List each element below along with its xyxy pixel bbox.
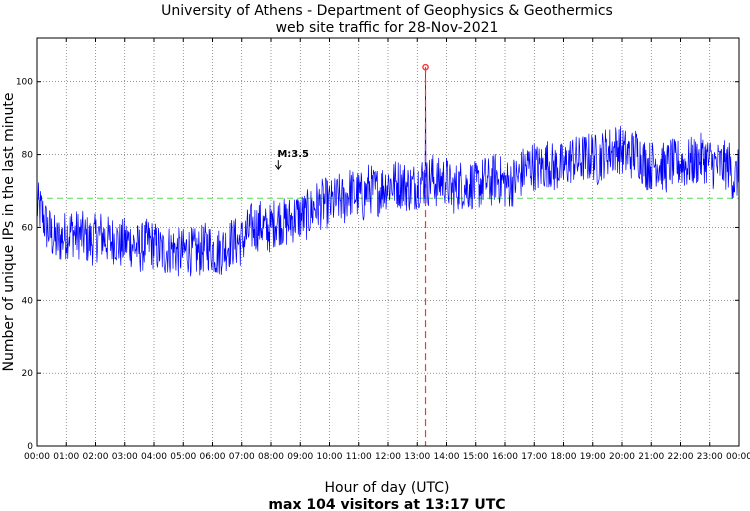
x-tick-label: 09:00: [287, 452, 313, 462]
series-line: [36, 67, 740, 277]
x-tick-label: 18:00: [551, 452, 577, 462]
y-tick-label: 100: [16, 78, 33, 88]
y-tick-label: 0: [27, 442, 33, 452]
grid-layer: [37, 38, 739, 446]
x-tick-label: 11:00: [346, 452, 372, 462]
arrow-head: [274, 164, 282, 170]
max-point-marker: [422, 63, 429, 71]
y-tick-label: 40: [22, 296, 34, 306]
x-tick-label: 08:00: [258, 452, 284, 462]
x-tick-label: 01:00: [53, 452, 79, 462]
x-tick-label: 00:00: [726, 452, 750, 462]
series-layer: [36, 67, 740, 277]
x-tick-label: 10:00: [317, 452, 343, 462]
y-tick-label: 80: [22, 151, 34, 161]
x-tick-label: 00:00: [24, 452, 50, 462]
x-tick-label: 03:00: [112, 452, 138, 462]
magnitude-annotation: M:3.5: [277, 149, 309, 160]
y-tick-label: 20: [22, 369, 34, 379]
x-tick-label: 05:00: [170, 452, 196, 462]
y-axis-title: Number of unique IPs in the last minute: [1, 93, 17, 372]
x-tick-label: 22:00: [668, 452, 694, 462]
down-arrow-icon: [274, 160, 282, 170]
x-tick-label: 02:00: [83, 452, 109, 462]
x-tick-label: 07:00: [229, 452, 255, 462]
x-tick-label: 13:00: [404, 452, 430, 462]
x-tick-label: 14:00: [434, 452, 460, 462]
x-tick-label: 19:00: [580, 452, 606, 462]
x-tick-label: 16:00: [492, 452, 518, 462]
max-marker-layer: [422, 63, 429, 446]
max-visitors-summary: max 104 visitors at 13:17 UTC: [268, 497, 505, 511]
x-tick-label: 06:00: [200, 452, 226, 462]
x-tick-label: 20:00: [609, 452, 635, 462]
y-tick-label: 60: [22, 223, 34, 233]
x-tick-label: 12:00: [375, 452, 401, 462]
chart-title: University of Athens - Department of Geo…: [161, 3, 613, 19]
x-axis-title: Hour of day (UTC): [325, 480, 450, 496]
x-tick-label: 15:00: [463, 452, 489, 462]
chart-subtitle: web site traffic for 28-Nov-2021: [276, 20, 499, 36]
x-tick-label: 23:00: [697, 452, 723, 462]
x-tick-label: 04:00: [141, 452, 167, 462]
ticks-layer: 00:00 01:00 02:00 03:00 04:00 05:00 06:00 07:00…: [16, 38, 750, 462]
x-tick-label: 17:00: [521, 452, 547, 462]
x-tick-label: 21:00: [638, 452, 664, 462]
